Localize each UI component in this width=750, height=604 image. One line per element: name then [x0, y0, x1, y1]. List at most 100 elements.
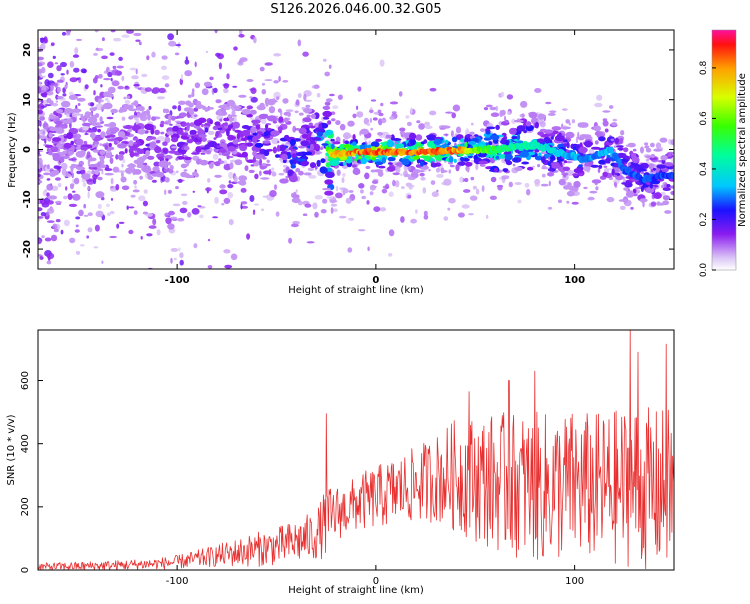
spectrogram-cell	[46, 183, 54, 191]
spectrogram-cell	[606, 196, 615, 203]
spectrogram-cell	[38, 23, 45, 27]
snr-series-line	[38, 330, 674, 570]
spectrogram-cell	[375, 138, 382, 142]
spectrogram-cell	[136, 106, 141, 111]
spectrogram-cell	[612, 118, 617, 122]
spectrogram-cell	[423, 139, 428, 144]
spectrogram-cell	[598, 164, 603, 169]
spectrogram-cell	[40, 212, 47, 217]
spectrogram-cell	[108, 142, 112, 147]
spectrogram-cell	[645, 158, 650, 162]
spectrogram-cell	[221, 203, 225, 206]
spectrogram-cell	[148, 105, 152, 110]
spectrogram-cell	[227, 184, 234, 189]
spectrogram-cell	[60, 61, 67, 68]
spectrogram-cell	[639, 198, 648, 203]
spectrogram-cell	[99, 150, 106, 155]
spectrogram-cell	[388, 191, 394, 197]
spectrogram-cell	[611, 122, 618, 127]
spectrogram-cell	[277, 108, 282, 113]
spectrogram-cell	[136, 140, 141, 148]
spectrogram-cell	[253, 203, 260, 206]
spectrogram-cell	[84, 111, 91, 119]
spectrogram-cell	[332, 105, 339, 110]
spectrogram-cell	[72, 54, 80, 58]
spectrogram-cell	[543, 136, 551, 143]
spectrogram-cell	[302, 51, 309, 57]
spectrogram-cell	[111, 69, 120, 76]
spectrogram-cell	[410, 107, 413, 114]
spectrogram-cell	[322, 198, 328, 204]
spectrogram-cell	[124, 99, 131, 105]
spectrogram-cell	[625, 187, 629, 192]
spectrogram-cell	[179, 132, 189, 136]
spectrogram-cell	[256, 131, 263, 135]
spectrogram-cell	[108, 134, 116, 138]
spectrogram-cell	[132, 169, 142, 175]
spectrogram-cell	[218, 158, 222, 162]
spectrogram-cell	[567, 182, 572, 188]
spectrogram-cell	[364, 172, 370, 180]
spectrogram-cell	[538, 152, 542, 157]
spectrogram-cell	[363, 117, 370, 125]
spectrogram-cell	[623, 147, 629, 153]
spectrogram-cell	[214, 121, 221, 126]
spectrogram-cell	[389, 101, 399, 105]
spectrogram-cell	[380, 142, 387, 145]
spectrogram-cell	[343, 132, 351, 140]
spectrogram-cell	[169, 23, 172, 30]
spectrogram-cell	[136, 164, 145, 169]
spectrogram-cell	[625, 180, 629, 187]
spectrogram-cell	[175, 123, 183, 127]
spectrogram-cell	[371, 185, 378, 188]
spectrogram-cell	[177, 217, 185, 222]
spectrogram-cell	[54, 62, 59, 65]
spectrogram-cell	[38, 68, 43, 75]
spectrogram-cell	[572, 146, 577, 151]
spectrogram-y-tick-label: 10	[22, 93, 33, 107]
spectrogram-cell	[259, 158, 263, 166]
spectrogram-cell	[81, 122, 92, 127]
spectrogram-cell	[147, 175, 154, 180]
spectrogram-cell	[86, 235, 90, 239]
spectrogram-cell	[207, 130, 215, 136]
spectrogram-cell	[631, 156, 640, 164]
spectrogram-cell	[262, 140, 271, 144]
spectrogram-cell	[52, 137, 62, 142]
spectrogram-cell	[223, 160, 228, 165]
spectrogram-cell	[123, 125, 133, 129]
spectrogram-cell	[602, 110, 611, 113]
spectrogram-cell	[172, 125, 180, 132]
spectrogram-cell	[74, 47, 79, 55]
spectrogram-cell	[187, 212, 192, 218]
spectrogram-cell	[535, 121, 539, 129]
spectrogram-cell	[80, 116, 86, 122]
spectrogram-cell	[578, 146, 588, 154]
spectrogram-y-ticks: 20 10 0 -10 -20	[22, 43, 674, 258]
spectrogram-cell	[497, 185, 503, 191]
spectrogram-cell	[73, 67, 80, 73]
spectrogram-cell	[415, 209, 418, 214]
spectrogram-cell	[133, 179, 138, 185]
spectrogram-cell	[314, 127, 325, 132]
spectrogram-cell	[392, 172, 400, 176]
spectrogram-cell	[110, 77, 113, 82]
colorbar-tick-label: 0.2	[699, 212, 709, 226]
spectrogram-cell	[167, 189, 172, 194]
spectrogram-cell	[391, 138, 402, 141]
snr-y-tick-label: 200	[20, 497, 31, 516]
spectrogram-cell	[136, 148, 145, 154]
spectrogram-cell	[347, 120, 355, 127]
spectrogram-cell	[107, 71, 113, 78]
spectrogram-cell	[239, 144, 248, 152]
spectrogram-cell	[359, 144, 366, 151]
spectrogram-cell	[38, 80, 41, 87]
spectrogram-cell	[112, 166, 120, 173]
spectrogram-cell	[348, 217, 355, 221]
spectrogram-cell	[71, 108, 82, 113]
spectrogram-cell	[168, 169, 174, 174]
spectrogram-cell	[275, 211, 280, 217]
spectrogram-cell	[94, 122, 102, 125]
spectrogram-cell	[40, 105, 47, 108]
spectrogram-cell	[238, 94, 247, 98]
